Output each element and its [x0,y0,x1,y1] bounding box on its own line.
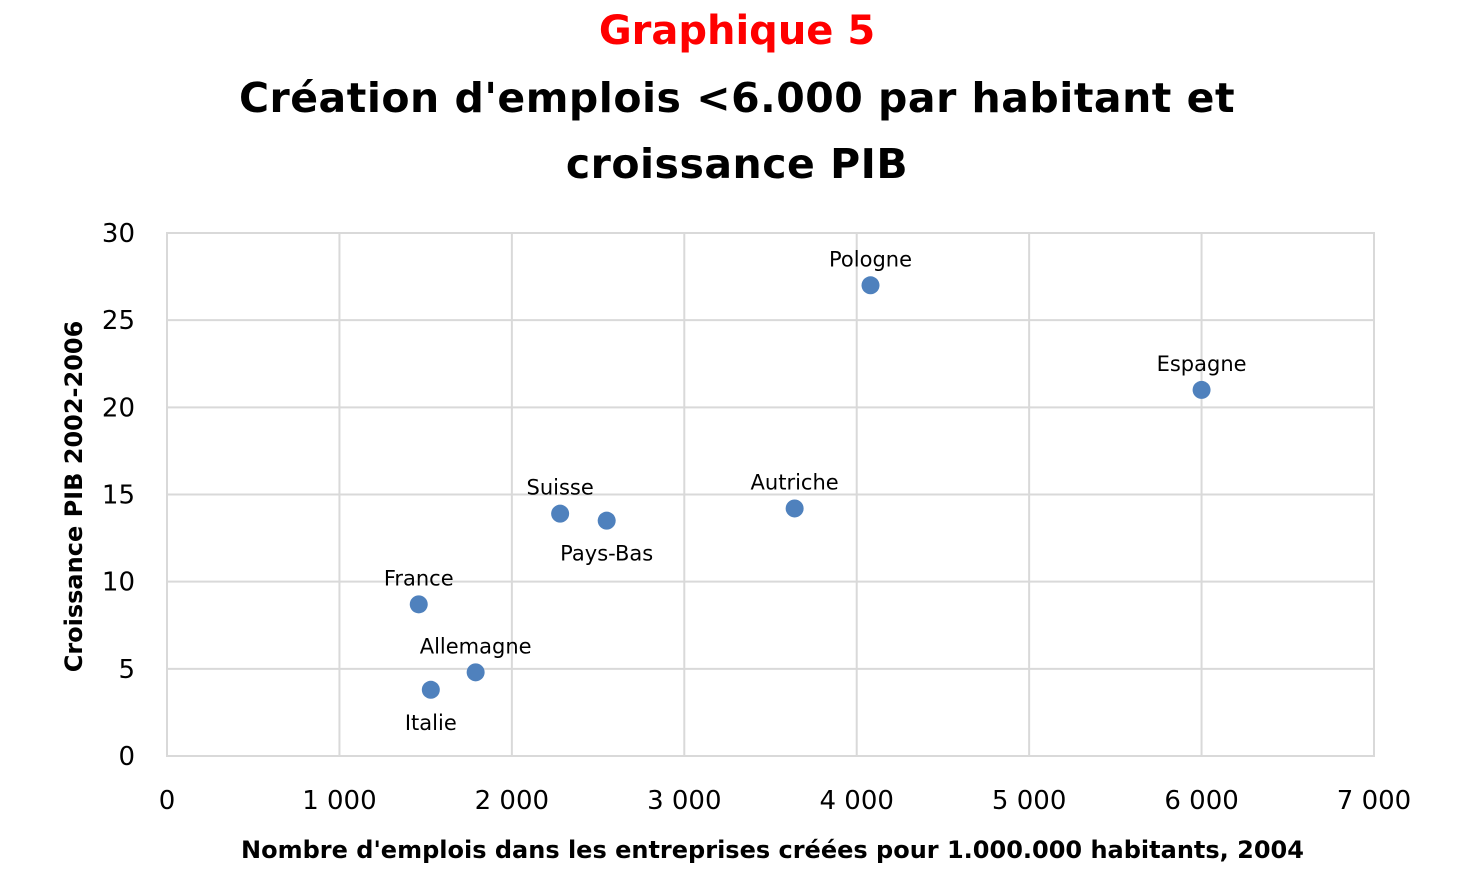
x-tick-label: 5 000 [992,786,1066,816]
data-label: Pologne [829,247,912,271]
data-label: Suisse [526,476,593,500]
data-label: Espagne [1157,352,1247,376]
x-axis: 0 1 000 2 000 3 000 4 000 5 000 6 000 7 000 [159,786,1411,816]
y-tick-label: 15 [102,481,135,511]
y-axis: 0 5 10 15 20 25 30 [102,219,135,772]
data-label: Allemagne [420,634,532,658]
data-point [597,511,616,530]
data-labels: Pologne Espagne Suisse Pays-Bas Autriche Fran… [384,247,1247,734]
data-label: France [384,566,454,590]
data-label: Pays-Bas [560,542,653,566]
y-axis-title: Croissance PIB 2002-2006 [60,321,88,673]
data-point [861,276,880,295]
x-tick-label: 0 [159,786,176,816]
y-tick-label: 30 [102,219,135,249]
x-tick-label: 2 000 [475,786,549,816]
chart-title-line1: Création d'emplois <6.000 par habitant e… [238,74,1236,122]
data-label: Autriche [751,470,839,494]
data-point [421,680,440,699]
y-tick-label: 5 [118,655,135,685]
x-tick-label: 7 000 [1337,786,1411,816]
data-point [409,595,428,614]
data-point [466,663,485,682]
x-tick-label: 6 000 [1164,786,1238,816]
x-tick-label: 3 000 [647,786,721,816]
data-point [1192,380,1211,399]
y-tick-label: 0 [118,742,135,772]
y-tick-label: 20 [102,393,135,423]
plot-area [166,232,1375,757]
chart-title-line2: croissance PIB [565,140,909,188]
data-point [785,499,804,518]
x-axis-title: Nombre d'emplois dans les entreprises cr… [241,836,1304,864]
data-point [551,504,570,523]
y-tick-label: 25 [102,306,135,336]
x-tick-label: 4 000 [819,786,893,816]
x-tick-label: 1 000 [302,786,376,816]
data-points [409,276,1211,699]
data-label: Italie [405,711,457,735]
gridlines [166,232,1375,757]
chart-number: Graphique 5 [598,8,876,54]
y-tick-label: 10 [102,568,135,598]
